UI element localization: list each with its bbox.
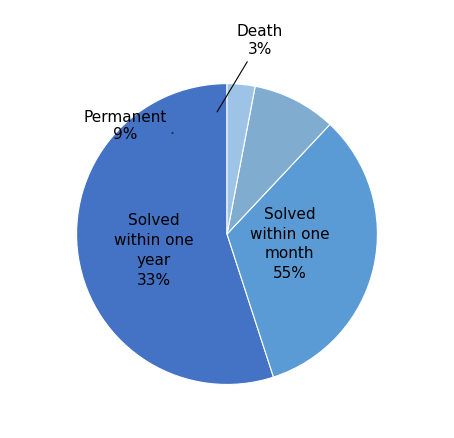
Text: Solved
within one
month
55%: Solved within one month 55% (250, 207, 329, 281)
Text: Death
3%: Death 3% (217, 24, 283, 112)
Wedge shape (227, 84, 255, 234)
Wedge shape (77, 84, 273, 385)
Wedge shape (227, 86, 330, 234)
Text: Solved
within one
year
33%: Solved within one year 33% (114, 213, 193, 288)
Text: Permanent
9%: Permanent 9% (83, 110, 173, 142)
Wedge shape (227, 124, 377, 377)
